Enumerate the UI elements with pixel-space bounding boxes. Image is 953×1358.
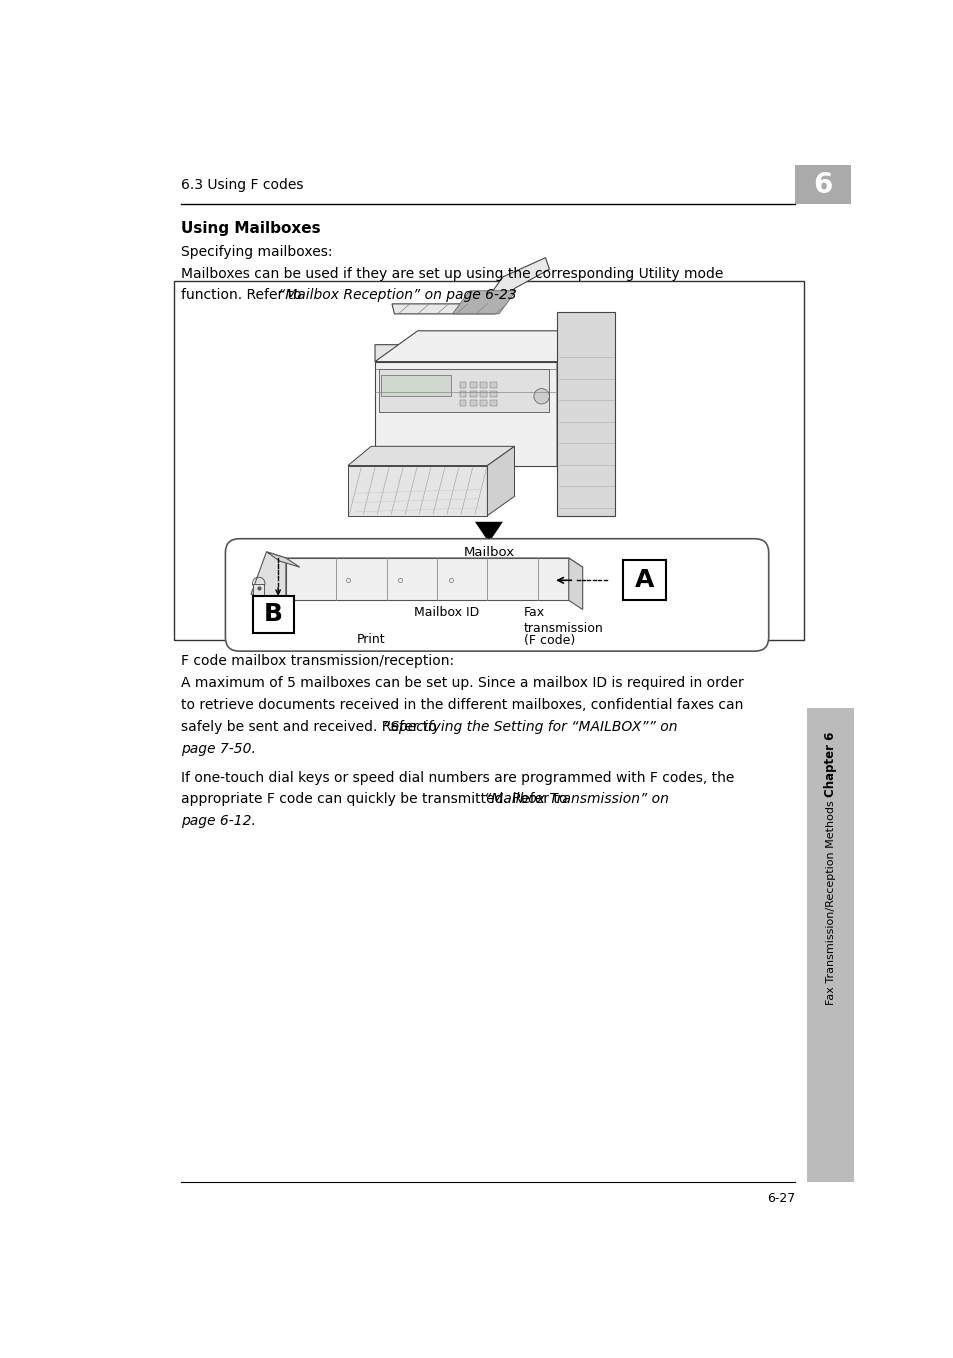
Polygon shape bbox=[568, 558, 582, 610]
Text: “Mailbox Transmission” on: “Mailbox Transmission” on bbox=[483, 793, 668, 807]
FancyBboxPatch shape bbox=[459, 382, 466, 388]
Text: Fax Transmission/Reception Methods: Fax Transmission/Reception Methods bbox=[825, 800, 835, 1005]
Polygon shape bbox=[251, 551, 286, 600]
Text: “Specifying the Setting for “MAILBOX”” on: “Specifying the Setting for “MAILBOX”” o… bbox=[382, 720, 677, 735]
FancyBboxPatch shape bbox=[480, 382, 486, 388]
Text: F code mailbox transmission/reception:: F code mailbox transmission/reception: bbox=[181, 655, 454, 668]
Text: Mailbox: Mailbox bbox=[463, 546, 514, 559]
Text: to retrieve documents received in the different mailboxes, confidential faxes ca: to retrieve documents received in the di… bbox=[181, 698, 742, 712]
FancyBboxPatch shape bbox=[480, 391, 486, 397]
Text: 6: 6 bbox=[812, 171, 832, 198]
FancyBboxPatch shape bbox=[490, 391, 497, 397]
Polygon shape bbox=[487, 447, 514, 516]
Polygon shape bbox=[286, 558, 582, 568]
Text: safely be sent and received. Refer to: safely be sent and received. Refer to bbox=[181, 720, 441, 735]
FancyBboxPatch shape bbox=[253, 584, 264, 595]
Polygon shape bbox=[452, 291, 516, 314]
FancyBboxPatch shape bbox=[381, 375, 451, 397]
Text: transmission: transmission bbox=[523, 622, 603, 636]
Circle shape bbox=[534, 388, 549, 403]
Text: (F code): (F code) bbox=[523, 634, 575, 648]
Text: If one-touch dial keys or speed dial numbers are programmed with F codes, the: If one-touch dial keys or speed dial num… bbox=[181, 770, 734, 785]
FancyBboxPatch shape bbox=[253, 596, 294, 633]
Text: Mailboxes can be used if they are set up using the corresponding Utility mode: Mailboxes can be used if they are set up… bbox=[181, 266, 723, 281]
Text: appropriate F code can quickly be transmitted. Refer to: appropriate F code can quickly be transm… bbox=[181, 793, 572, 807]
FancyBboxPatch shape bbox=[348, 466, 487, 516]
FancyBboxPatch shape bbox=[459, 391, 466, 397]
Text: Fax: Fax bbox=[523, 607, 544, 619]
FancyBboxPatch shape bbox=[490, 382, 497, 388]
FancyBboxPatch shape bbox=[480, 401, 486, 406]
Polygon shape bbox=[375, 314, 599, 361]
Polygon shape bbox=[348, 447, 514, 466]
Text: 6.3 Using F codes: 6.3 Using F codes bbox=[181, 178, 303, 191]
Text: 6-27: 6-27 bbox=[766, 1192, 794, 1205]
FancyBboxPatch shape bbox=[225, 539, 768, 650]
Text: Using Mailboxes: Using Mailboxes bbox=[181, 221, 320, 236]
FancyBboxPatch shape bbox=[286, 558, 568, 600]
FancyBboxPatch shape bbox=[557, 311, 615, 516]
FancyBboxPatch shape bbox=[470, 391, 476, 397]
Polygon shape bbox=[475, 521, 502, 543]
Text: function. Refer to: function. Refer to bbox=[181, 288, 306, 303]
FancyBboxPatch shape bbox=[378, 369, 549, 411]
Polygon shape bbox=[392, 258, 549, 314]
Polygon shape bbox=[375, 331, 599, 361]
Polygon shape bbox=[557, 331, 599, 466]
Text: page 7-50.: page 7-50. bbox=[181, 741, 255, 756]
FancyBboxPatch shape bbox=[173, 281, 803, 641]
FancyBboxPatch shape bbox=[470, 401, 476, 406]
FancyBboxPatch shape bbox=[806, 708, 853, 1181]
Text: A maximum of 5 mailboxes can be set up. Since a mailbox ID is required in order: A maximum of 5 mailboxes can be set up. … bbox=[181, 676, 743, 690]
Polygon shape bbox=[266, 551, 299, 568]
Text: “Mailbox Reception” on page 6-23: “Mailbox Reception” on page 6-23 bbox=[278, 288, 517, 303]
Text: Mailbox ID: Mailbox ID bbox=[414, 607, 478, 619]
Text: B: B bbox=[264, 602, 283, 626]
FancyBboxPatch shape bbox=[375, 361, 557, 466]
Text: Specifying mailboxes:: Specifying mailboxes: bbox=[181, 244, 333, 258]
Text: Print: Print bbox=[356, 633, 385, 645]
Text: A: A bbox=[634, 568, 654, 592]
FancyBboxPatch shape bbox=[794, 166, 850, 204]
FancyBboxPatch shape bbox=[459, 401, 466, 406]
FancyBboxPatch shape bbox=[490, 401, 497, 406]
FancyBboxPatch shape bbox=[470, 382, 476, 388]
Text: page 6-12.: page 6-12. bbox=[181, 815, 255, 828]
Text: Chapter 6: Chapter 6 bbox=[823, 731, 837, 797]
FancyBboxPatch shape bbox=[622, 561, 665, 600]
